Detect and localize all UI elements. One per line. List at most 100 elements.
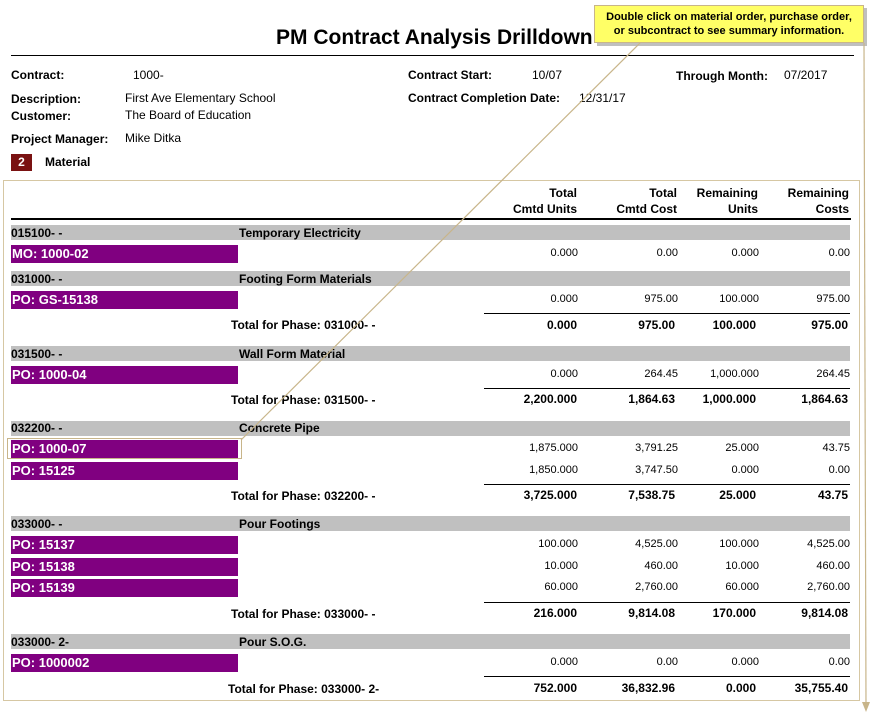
cell: 43.75 [822, 442, 850, 454]
phase-total-label: Total for Phase: 032200- - [231, 489, 376, 503]
phase-header-bar [11, 271, 850, 286]
phase-header-bar [11, 225, 850, 240]
col-header-line2: Units [728, 202, 758, 216]
cell: 0.00 [828, 656, 850, 668]
contract-label: Contract: [11, 68, 65, 82]
phase-code: 033000- 2- [11, 635, 70, 649]
subtotal-rule [484, 602, 850, 603]
project-manager-value: Mike Ditka [125, 131, 182, 145]
total-cell: 975.00 [811, 318, 848, 332]
order-row-po-1000002[interactable]: PO: 1000002 [11, 654, 238, 672]
through-month-value: 07/2017 [784, 68, 828, 82]
phase-total-label: Total for Phase: 033000- 2- [228, 682, 380, 696]
total-cell: 100.000 [712, 318, 756, 332]
total-cell: 7,538.75 [628, 488, 675, 502]
order-row-po-1000-07[interactable]: PO: 1000-07 [11, 440, 238, 458]
phase-code: 033000- - [11, 517, 63, 531]
phase-code: 031500- - [11, 347, 63, 361]
phase-header-bar [11, 346, 850, 361]
order-row-po-15138[interactable]: PO: 15138 [11, 558, 238, 576]
cell: 2,760.00 [635, 581, 678, 593]
cell: 100.000 [719, 538, 759, 550]
order-row-mo-1000-02[interactable]: MO: 1000-02 [11, 245, 238, 263]
cell: 1,000.000 [710, 368, 759, 380]
cell: 0.00 [656, 247, 678, 259]
phase-description: Pour S.O.G. [239, 635, 307, 649]
phase-total-label: Total for Phase: 033000- - [231, 607, 376, 621]
cell: 100.000 [538, 538, 578, 550]
arrow-down-icon [862, 702, 870, 712]
phase-description: Footing Form Materials [239, 272, 372, 286]
cell: 1,875.000 [529, 442, 578, 454]
description-label: Description: [11, 92, 82, 106]
cell: 0.000 [550, 656, 578, 668]
col-header-line1: Total [549, 186, 577, 200]
subtotal-rule [484, 484, 850, 485]
cell: 0.000 [550, 293, 578, 305]
total-cell: 9,814.08 [801, 606, 848, 620]
col-remaining-costs: Remaining Costs [749, 185, 849, 217]
col-header-line1: Remaining [696, 186, 758, 200]
phase-header-bar [11, 421, 850, 436]
cell: 3,747.50 [635, 464, 678, 476]
cell: 0.00 [656, 656, 678, 668]
cell: 0.000 [550, 247, 578, 259]
hint-line-2: or subcontract to see summary informatio… [613, 25, 845, 37]
cell: 1,850.000 [529, 464, 578, 476]
phase-code: 031000- - [11, 272, 63, 286]
total-cell: 35,755.40 [794, 681, 848, 695]
order-row-po-15125[interactable]: PO: 15125 [11, 462, 238, 480]
project-manager-label: Project Manager: [11, 132, 109, 146]
cell: 0.000 [550, 368, 578, 380]
description-value: First Ave Elementary School [125, 91, 276, 105]
header-divider [11, 218, 851, 220]
order-row-po-15139[interactable]: PO: 15139 [11, 579, 238, 597]
customer-value: The Board of Education [125, 108, 252, 122]
col-header-line1: Remaining [787, 186, 849, 200]
cell: 264.45 [816, 368, 850, 380]
phase-code: 015100- - [11, 226, 63, 240]
order-row-po-1000-04[interactable]: PO: 1000-04 [11, 366, 238, 384]
pointer-down [863, 42, 867, 706]
cell: 975.00 [816, 293, 850, 305]
title-divider [11, 55, 854, 56]
total-cell: 975.00 [638, 318, 675, 332]
total-cell: 0.000 [546, 318, 577, 332]
cell: 60.000 [725, 581, 759, 593]
cell: 60.000 [544, 581, 578, 593]
phase-description: Wall Form Material [239, 347, 346, 361]
cell: 0.000 [731, 464, 759, 476]
phase-code: 032200- - [11, 421, 63, 435]
cell: 3,791.25 [635, 442, 678, 454]
completion-date-label: Contract Completion Date: [408, 91, 561, 105]
phase-header-bar [11, 634, 850, 649]
cell: 100.000 [719, 293, 759, 305]
cell: 25.000 [725, 442, 759, 454]
total-cell: 25.000 [719, 488, 756, 502]
cell: 264.45 [644, 368, 678, 380]
total-cell: 2,200.000 [523, 392, 577, 406]
col-header-line2: Cmtd Units [513, 202, 577, 216]
total-cell: 216.000 [533, 606, 577, 620]
total-cell: 1,000.000 [702, 392, 756, 406]
phase-description: Concrete Pipe [239, 421, 320, 435]
cell: 2,760.00 [807, 581, 850, 593]
through-month-label: Through Month: [676, 69, 768, 83]
order-row-po-15137[interactable]: PO: 15137 [11, 536, 238, 554]
cell: 460.00 [816, 560, 850, 572]
total-cell: 0.000 [725, 681, 756, 695]
contract-value: 1000- [133, 68, 164, 82]
material-label: Material [45, 155, 91, 169]
col-total-cmtd-units: Total Cmtd Units [477, 185, 577, 217]
phase-description: Pour Footings [239, 517, 321, 531]
total-cell: 9,814.08 [628, 606, 675, 620]
phase-total-label: Total for Phase: 031000- - [231, 318, 376, 332]
cell: 460.00 [644, 560, 678, 572]
cell: 4,525.00 [807, 538, 850, 550]
subtotal-rule [484, 313, 850, 314]
subtotal-rule [484, 676, 850, 677]
order-row-po-gs-15138[interactable]: PO: GS-15138 [11, 291, 238, 309]
cell: 10.000 [725, 560, 759, 572]
col-header-line2: Costs [815, 202, 849, 216]
hint-callout: Double click on material order, purchase… [594, 5, 864, 43]
